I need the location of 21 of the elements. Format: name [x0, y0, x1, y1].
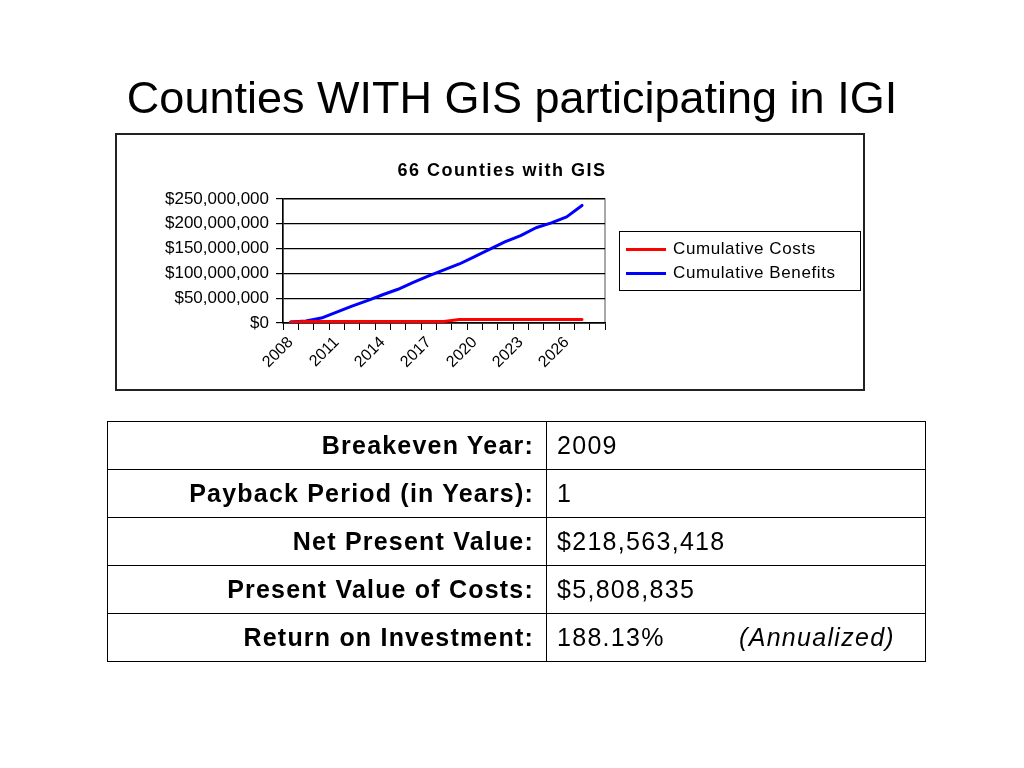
y-tick-label: $200,000,000: [165, 213, 269, 233]
text: 1: [557, 479, 573, 508]
legend-label: Cumulative Costs: [673, 239, 816, 259]
legend-label: Cumulative Benefits: [673, 263, 836, 283]
text: (Annualized): [739, 623, 895, 652]
y-tick-label: $150,000,000: [165, 238, 269, 258]
y-tick-label: $250,000,000: [165, 188, 269, 208]
text: Payback Period (in Years):: [107, 469, 547, 518]
text: Return on Investment:: [107, 613, 547, 662]
chart-subtitle: 66 Counties with GIS: [397, 159, 607, 181]
text: 188.13%: [557, 623, 665, 652]
chart-title: Counties WITH GIS participating in IGI: [125, 72, 899, 124]
y-tick-label: $100,000,000: [165, 263, 269, 283]
text: $218,563,418: [557, 527, 726, 556]
y-tick-label: $50,000,000: [174, 287, 269, 307]
text: Net Present Value:: [107, 517, 547, 566]
y-tick-label: $0: [250, 312, 269, 332]
text: Present Value of Costs:: [107, 565, 547, 614]
text: 2009: [557, 431, 618, 460]
text: $5,808,835: [557, 575, 696, 604]
text: Breakeven Year:: [107, 421, 547, 470]
